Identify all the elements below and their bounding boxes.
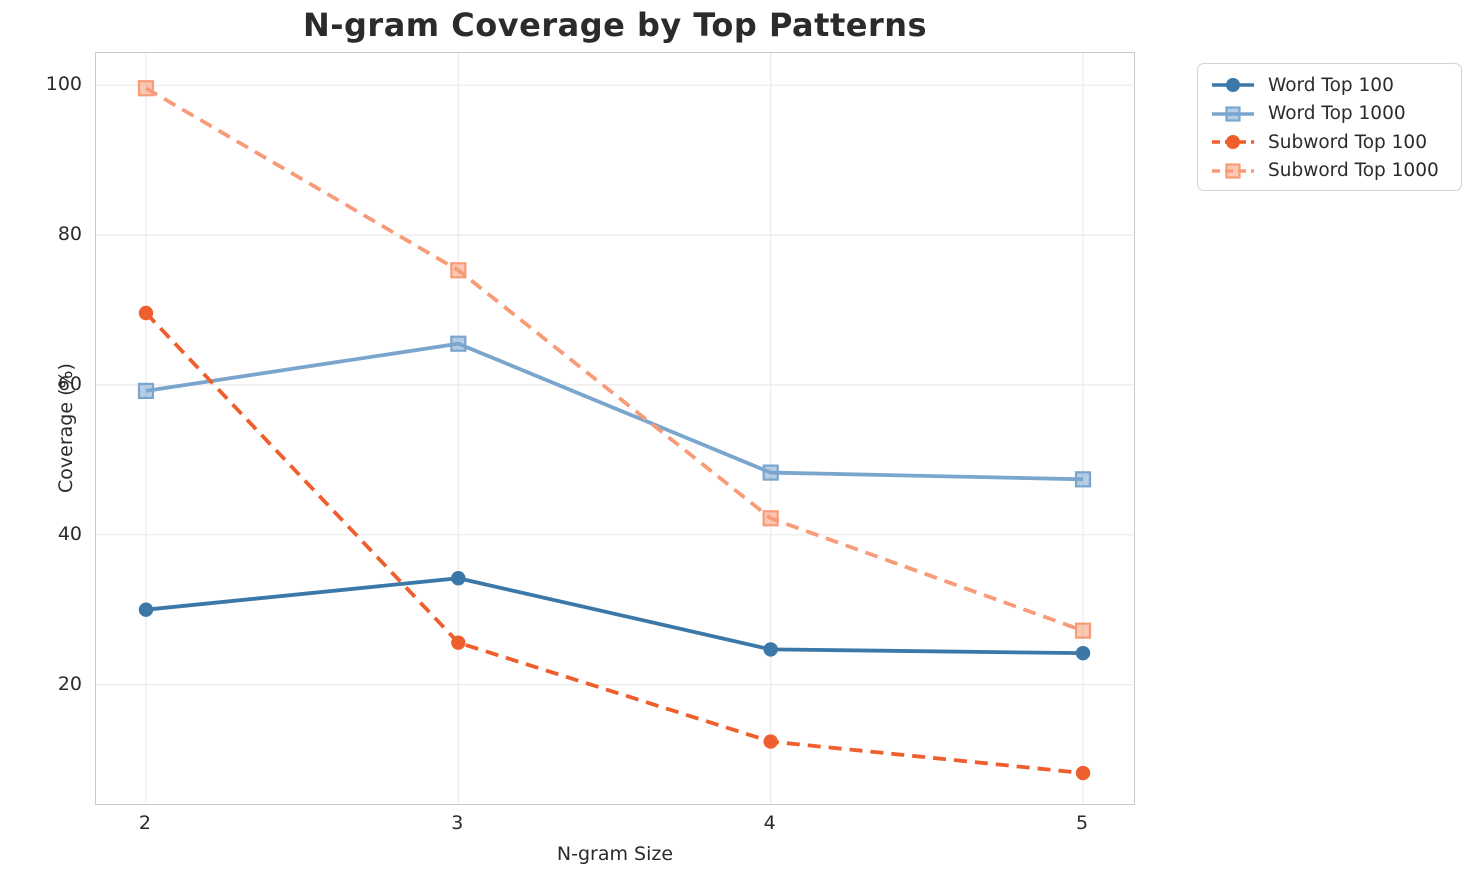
legend-label: Subword Top 1000 xyxy=(1268,160,1439,182)
legend-item: Subword Top 1000 xyxy=(1210,157,1453,186)
x-tick-label: 4 xyxy=(763,812,776,834)
y-tick-label: 20 xyxy=(57,672,82,695)
plot-canvas xyxy=(96,53,1133,803)
legend-item: Subword Top 100 xyxy=(1210,128,1453,157)
legend-item: Word Top 1000 xyxy=(1210,100,1453,129)
y-tick-label: 60 xyxy=(57,372,82,395)
legend-marker-word-top-100 xyxy=(1212,78,1254,93)
x-axis-label: N-gram Size xyxy=(556,843,674,865)
plot-area xyxy=(95,52,1135,805)
chart-title: N-gram Coverage by Top Patterns xyxy=(302,6,928,44)
legend-label: Subword Top 100 xyxy=(1268,131,1427,153)
legend-marker-word-top-1000 xyxy=(1212,106,1254,122)
legend: Word Top 100 Word Top 1000 Subword Top 1… xyxy=(1197,63,1462,191)
legend-item: Word Top 100 xyxy=(1210,71,1453,100)
x-tick-label: 5 xyxy=(1075,812,1089,834)
y-tick-label: 100 xyxy=(45,73,82,96)
legend-marker-subword-top-100 xyxy=(1212,135,1254,150)
y-tick-label: 40 xyxy=(57,522,82,545)
legend-marker-subword-top-1000 xyxy=(1212,163,1254,179)
y-tick-label: 80 xyxy=(57,223,82,246)
x-tick-label: 3 xyxy=(451,812,464,834)
legend-label: Word Top 1000 xyxy=(1268,103,1406,125)
legend-label: Word Top 100 xyxy=(1268,74,1394,96)
x-tick-label: 2 xyxy=(138,812,152,834)
